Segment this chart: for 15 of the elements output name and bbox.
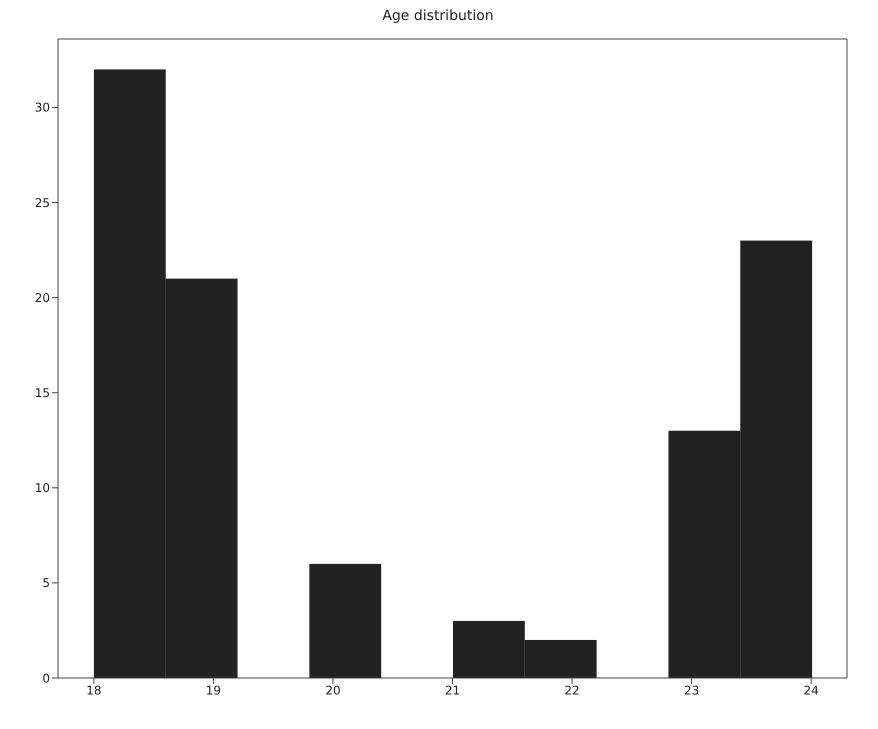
y-tick-label: 10 xyxy=(34,481,50,496)
x-tick-label: 18 xyxy=(86,684,102,698)
x-tick-label: 24 xyxy=(803,684,819,698)
x-tick-label: 23 xyxy=(684,684,700,698)
y-tick-label: 30 xyxy=(34,100,50,115)
y-tick-label: 5 xyxy=(42,576,50,590)
chart-title: Age distribution xyxy=(381,8,495,26)
y-tick-label: 15 xyxy=(34,386,50,400)
y-tick-label: 20 xyxy=(34,290,50,305)
y-tick-label: 25 xyxy=(34,196,50,210)
x-tick-label: 21 xyxy=(444,684,460,698)
y-tick-label: 0 xyxy=(42,671,50,686)
x-tick-label: 19 xyxy=(206,684,222,698)
x-tick-label: 22 xyxy=(564,684,580,698)
x-tick-label: 20 xyxy=(325,684,341,698)
